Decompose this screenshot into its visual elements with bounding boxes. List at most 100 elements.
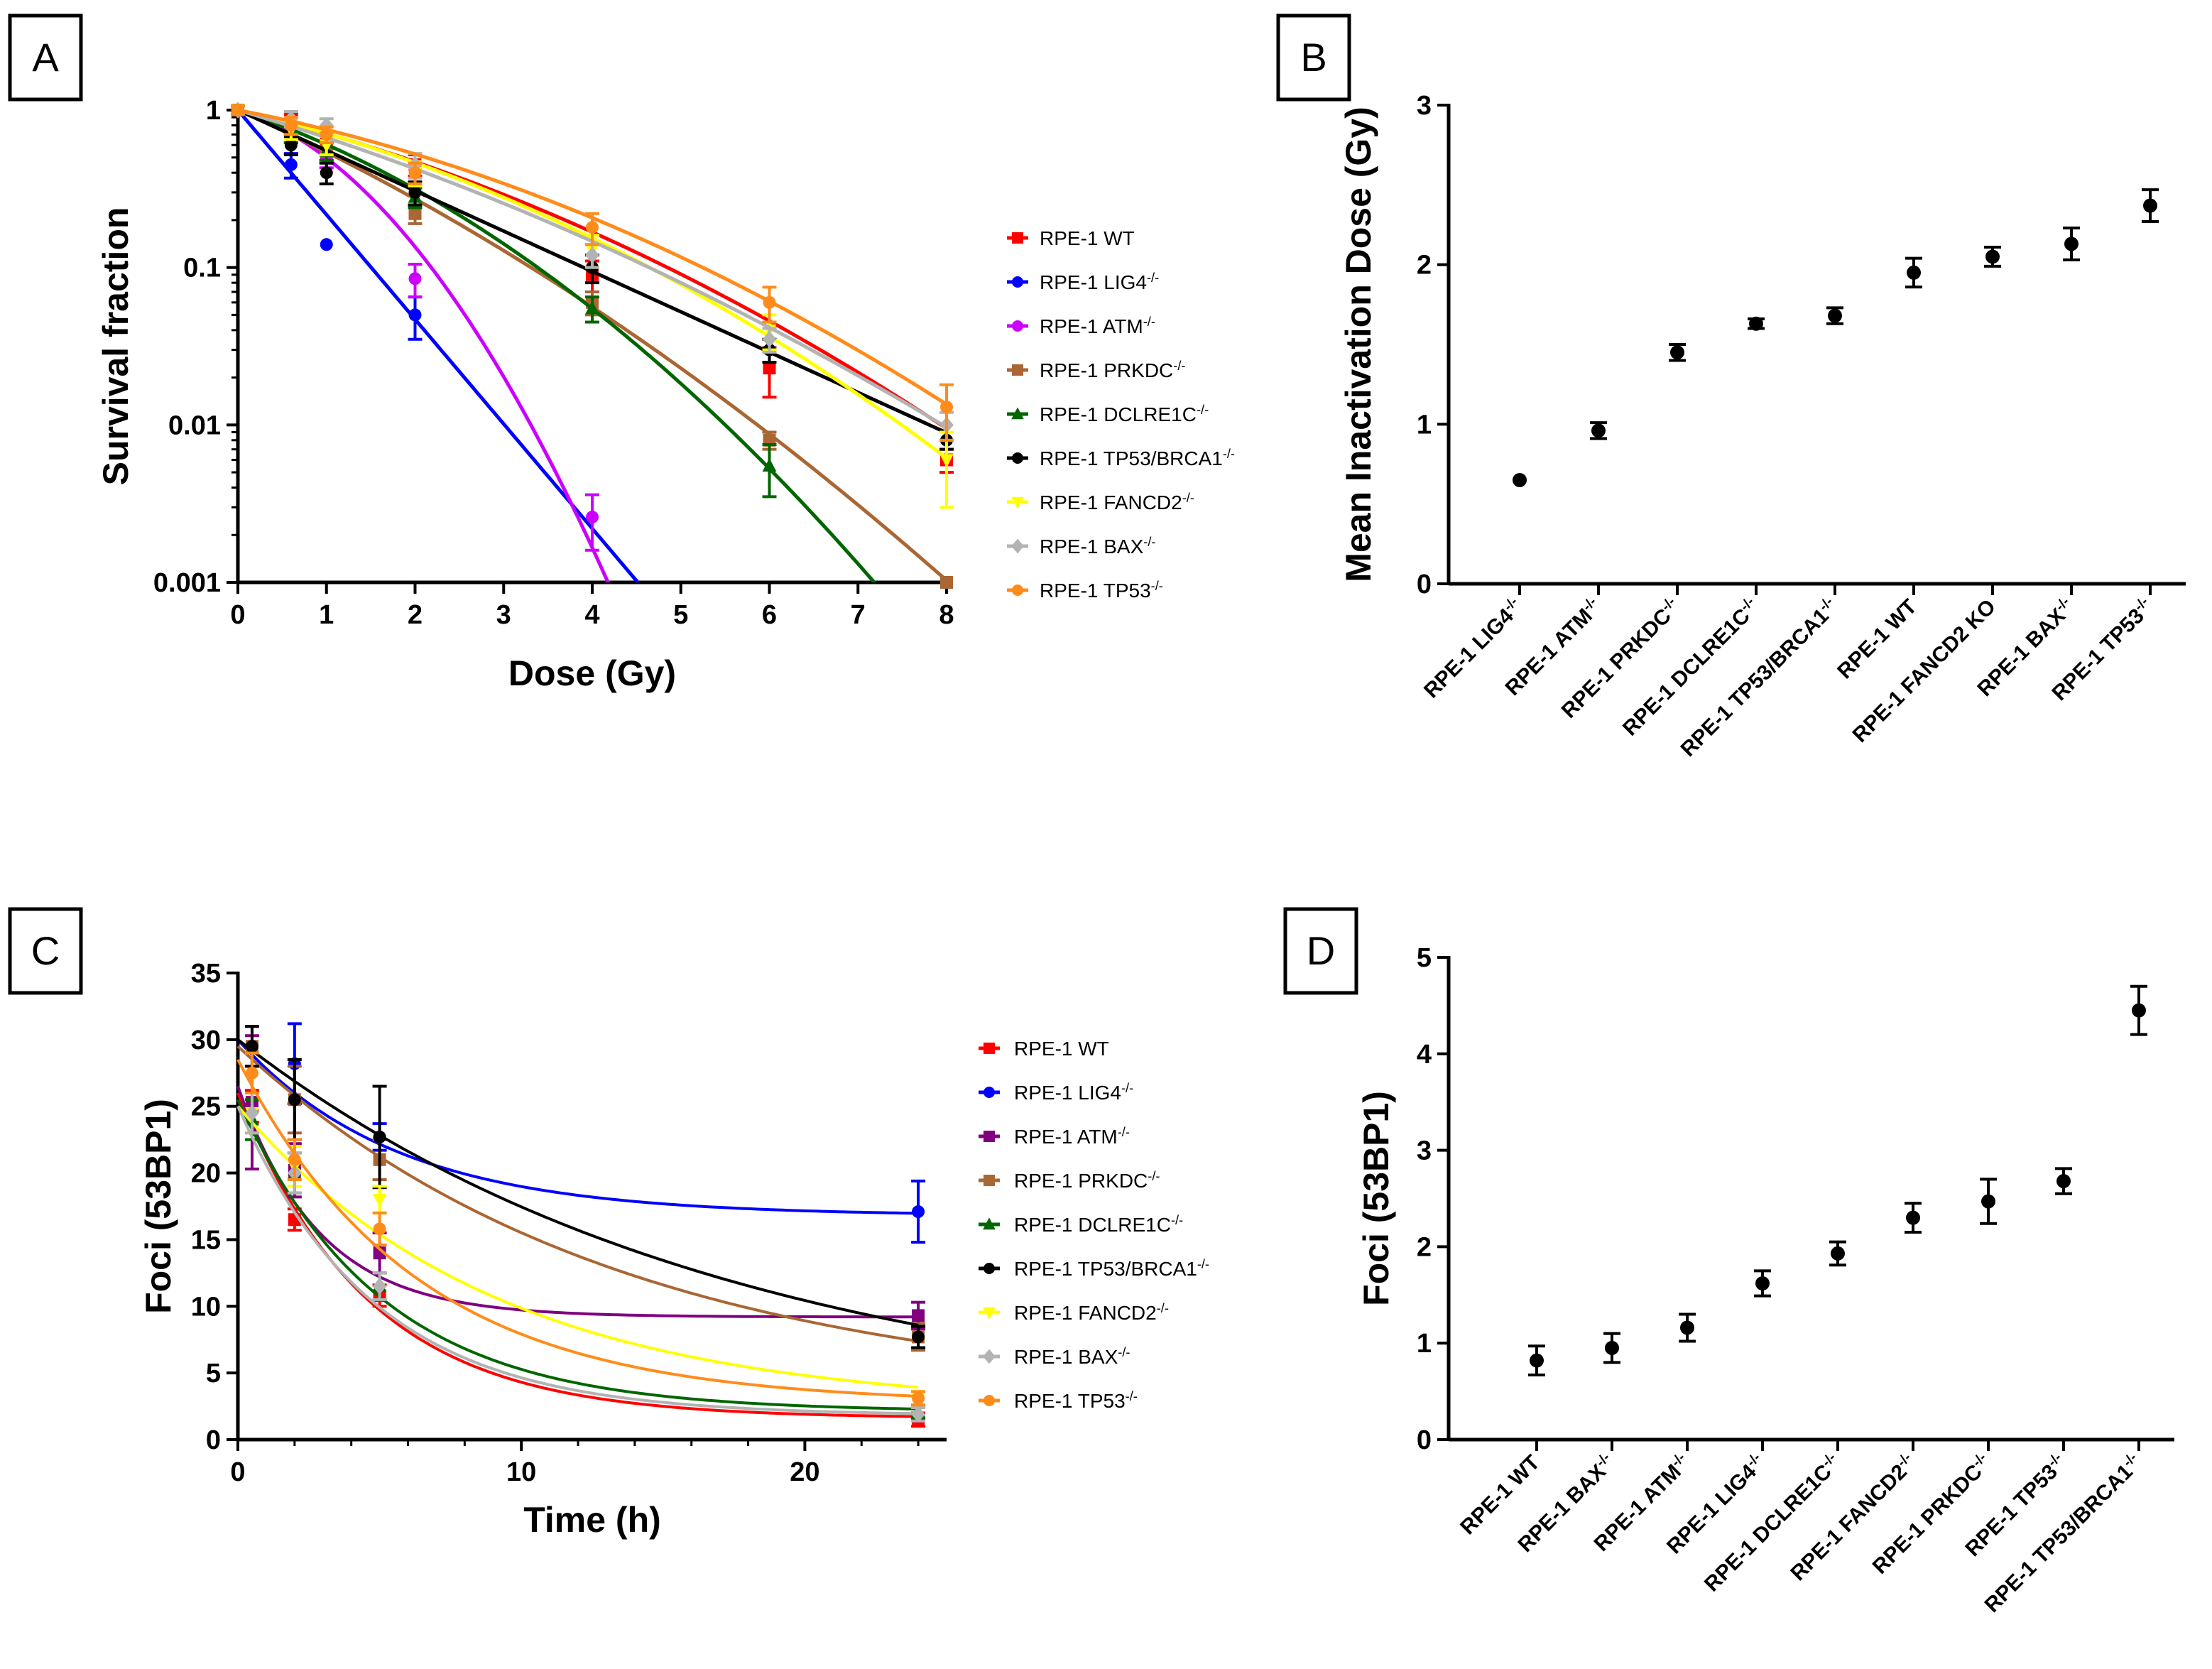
data-point (288, 1153, 301, 1166)
y-axis-title: Foci (53BP1) (138, 1099, 178, 1314)
mean-point (1530, 1353, 1544, 1368)
data-point-rpe-1-bax (2063, 226, 2080, 261)
y-axis-title: Foci (53BP1) (1356, 1091, 1396, 1306)
y-tick-label: 2 (1417, 251, 1432, 281)
series-rpe-1-fancd2 (236, 1091, 926, 1407)
category-label-rpe-1-fancd2: RPE-1 FANCD2-/- (1785, 1450, 1921, 1585)
svg-text:D: D (1307, 928, 1335, 973)
legend-entry-rpe-1-tp53-brca1: RPE-1 TP53/BRCA1-/- (1007, 447, 1235, 469)
data-point-rpe-1-wt (1528, 1344, 1545, 1377)
x-tick-label: 0 (230, 600, 245, 630)
x-tick-label: 10 (506, 1457, 536, 1487)
data-point-rpe-1-tp53 (2055, 1167, 2072, 1195)
panel-label-a: A (8, 13, 83, 102)
data-point (762, 458, 777, 472)
data-point-rpe-1-wt (1905, 256, 1922, 289)
fit-curve (236, 1085, 919, 1319)
legend-label: RPE-1 PRKDC-/- (1014, 1169, 1160, 1192)
mean-point (2064, 237, 2078, 251)
data-point (408, 185, 422, 199)
data-point (373, 1222, 386, 1236)
fit-curve (236, 1038, 919, 1215)
data-point (231, 104, 244, 116)
legend-label: RPE-1 DCLRE1C-/- (1014, 1213, 1183, 1236)
data-point (912, 1205, 925, 1219)
series-rpe-1-prkdc (236, 1025, 926, 1352)
data-point (408, 308, 422, 322)
legend-entry-rpe-1-fancd2: RPE-1 FANCD2-/- (1007, 491, 1194, 513)
mean-point (1513, 472, 1527, 487)
data-point (373, 1246, 386, 1260)
y-tick-label: 0.001 (153, 568, 221, 598)
data-point (288, 1093, 301, 1107)
mean-point (1906, 1210, 1920, 1225)
y-tick-label: 5 (206, 1359, 221, 1388)
data-point (586, 221, 599, 234)
survival-fraction-chart: 0 1 2 3 4 5 6 7 8 0.001 0.01 0.1 1 Dose (Gy) Survival … (96, 96, 1235, 693)
legend-entry-rpe-1-bax: RPE-1 BAX-/- (979, 1345, 1130, 1368)
data-point (284, 119, 298, 132)
data-point (372, 1278, 387, 1295)
y-tick-label: 0.01 (168, 411, 221, 440)
data-point-rpe-1-bax (1603, 1332, 1620, 1364)
svg-text:B: B (1300, 35, 1326, 80)
legend-label: RPE-1 WT (1014, 1038, 1109, 1060)
legend-label: RPE-1 DCLRE1C-/- (1040, 403, 1209, 425)
data-point-rpe-1-tp53 (2142, 188, 2159, 224)
legend-entry-rpe-1-atm: RPE-1 ATM-/- (979, 1125, 1130, 1148)
data-point (320, 166, 333, 180)
x-tick-label: 5 (673, 600, 688, 630)
data-point (408, 272, 422, 286)
mean-point (2132, 1003, 2146, 1018)
data-point-rpe-1-prkdc (1980, 1178, 1997, 1225)
mean-point (1755, 1276, 1770, 1291)
legend-label: RPE-1 TP53-/- (1014, 1389, 1138, 1412)
mean-point (1680, 1320, 1694, 1335)
mean-point (2056, 1174, 2071, 1189)
series-rpe-1-tp53-brca1 (236, 1025, 926, 1349)
legend-entry-rpe-1-prkdc: RPE-1 PRKDC-/- (979, 1169, 1160, 1192)
fit-curve (236, 1045, 919, 1343)
legend-label: RPE-1 ATM-/- (1040, 315, 1155, 337)
y-axis-title: Mean Inactivation Dose (Gy) (1339, 107, 1378, 582)
category-label-rpe-1-dclre1c: RPE-1 DCLRE1C-/- (1618, 594, 1764, 740)
data-point (940, 401, 953, 414)
legend-entry-rpe-1-tp53-brca1: RPE-1 TP53/BRCA1-/- (979, 1257, 1209, 1280)
series-rpe-1-tp53 (236, 1051, 926, 1407)
y-tick-label: 4 (1417, 1040, 1432, 1070)
legend-entry-rpe-1-tp53: RPE-1 TP53-/- (979, 1389, 1138, 1412)
y-tick-label: 0 (1417, 570, 1432, 599)
data-point (940, 576, 953, 589)
data-point-rpe-1-fancd2 (1905, 1202, 1922, 1234)
legend-label: RPE-1 WT (1040, 227, 1135, 249)
legend-entry-rpe-1-lig4: RPE-1 LIG4-/- (1007, 271, 1159, 293)
y-tick-label: 20 (191, 1159, 221, 1189)
category-label-rpe-1-tp53-brca1: RPE-1 TP53/BRCA1-/- (1675, 594, 1843, 761)
legend-entry-rpe-1-dclre1c: RPE-1 DCLRE1C-/- (1007, 403, 1209, 425)
category-label-rpe-1-fancd2-ko: RPE-1 FANCD2 KO (1848, 595, 2000, 747)
mean-point (1670, 345, 1684, 360)
legend-label: RPE-1 LIG4-/- (1014, 1081, 1133, 1104)
x-axis-title: Dose (Gy) (508, 653, 676, 693)
legend-label: RPE-1 TP53/BRCA1-/- (1040, 447, 1235, 469)
y-tick-label: 0 (1417, 1425, 1432, 1455)
data-point (320, 238, 333, 251)
y-tick-label: 25 (191, 1092, 221, 1122)
fit-curve (236, 1105, 919, 1389)
y-tick-label: 3 (1417, 1136, 1432, 1166)
data-point-rpe-1-fancd2-ko (1984, 245, 2001, 268)
mean-point (1831, 1246, 1845, 1261)
data-point (762, 331, 777, 348)
legend-label: RPE-1 FANCD2-/- (1040, 491, 1194, 513)
data-point (585, 246, 599, 263)
panel-label-b: B (1276, 13, 1351, 102)
foci-time-course-chart: 0 10 20 0 5 10 15 20 25 30 35 Time (h) Foci (53BP1) R… (138, 959, 1209, 1540)
data-point (408, 207, 422, 220)
x-tick-label: 2 (408, 600, 423, 630)
svg-text:C: C (31, 928, 60, 973)
series-rpe-1-tp53 (231, 104, 954, 442)
data-point-rpe-1-tp53-brca1 (2130, 984, 2147, 1036)
